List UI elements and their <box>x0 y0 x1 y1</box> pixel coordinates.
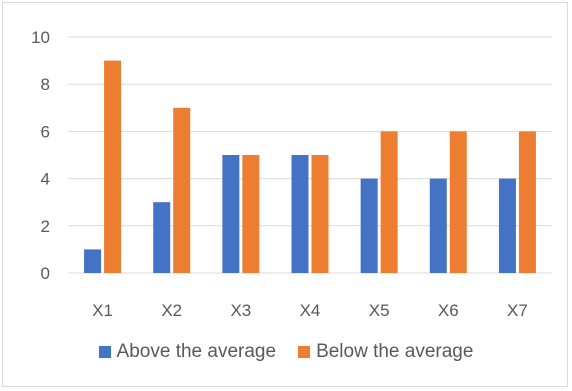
x-tick-label: X5 <box>369 301 390 320</box>
bar-X4-series-2 <box>311 155 329 273</box>
bar-X7-series-1 <box>498 178 516 273</box>
bar-X3-series-1 <box>222 155 240 273</box>
legend-item-above: Above the average <box>98 341 277 363</box>
legend-label-above: Above the average <box>116 341 277 362</box>
legend-label-below: Below the average <box>316 341 474 362</box>
bar-X1-series-1 <box>84 249 102 273</box>
gridlines <box>68 36 552 274</box>
y-tick-label: 10 <box>31 28 50 47</box>
x-tick-label: X7 <box>507 301 528 320</box>
bars <box>84 60 536 273</box>
bar-X1-series-2 <box>104 60 122 273</box>
legend-swatch-above <box>98 346 111 358</box>
legend-item-below: Below the average <box>298 341 473 363</box>
legend: Above the average Below the average <box>0 341 572 363</box>
bar-X2-series-2 <box>173 107 191 273</box>
y-tick-label: 6 <box>41 122 50 141</box>
bar-X7-series-2 <box>518 131 536 273</box>
y-tick-label: 4 <box>41 170 50 189</box>
x-tick-label: X6 <box>438 301 459 320</box>
y-tick-label: 2 <box>41 217 50 236</box>
chart-frame <box>2 2 568 387</box>
y-tick-label: 8 <box>41 75 50 94</box>
y-tick-label: 0 <box>41 264 50 283</box>
x-tick-label: X3 <box>230 301 251 320</box>
x-axis-ticks: X1 X2 X3 X4 X5 X6 X7 <box>92 301 528 320</box>
bar-X5-series-1 <box>360 178 378 273</box>
bar-X6-series-2 <box>449 131 467 273</box>
bar-X2-series-1 <box>153 202 171 273</box>
x-tick-label: X2 <box>161 301 182 320</box>
x-tick-label: X4 <box>300 301 321 320</box>
bar-X5-series-2 <box>380 131 398 273</box>
legend-swatch-below <box>298 346 311 358</box>
x-tick-label: X1 <box>92 301 113 320</box>
bar-X6-series-1 <box>429 178 447 273</box>
bar-X3-series-2 <box>242 155 260 273</box>
bar-X4-series-1 <box>291 155 309 273</box>
y-axis-ticks: 0 2 4 6 8 10 <box>31 28 50 283</box>
